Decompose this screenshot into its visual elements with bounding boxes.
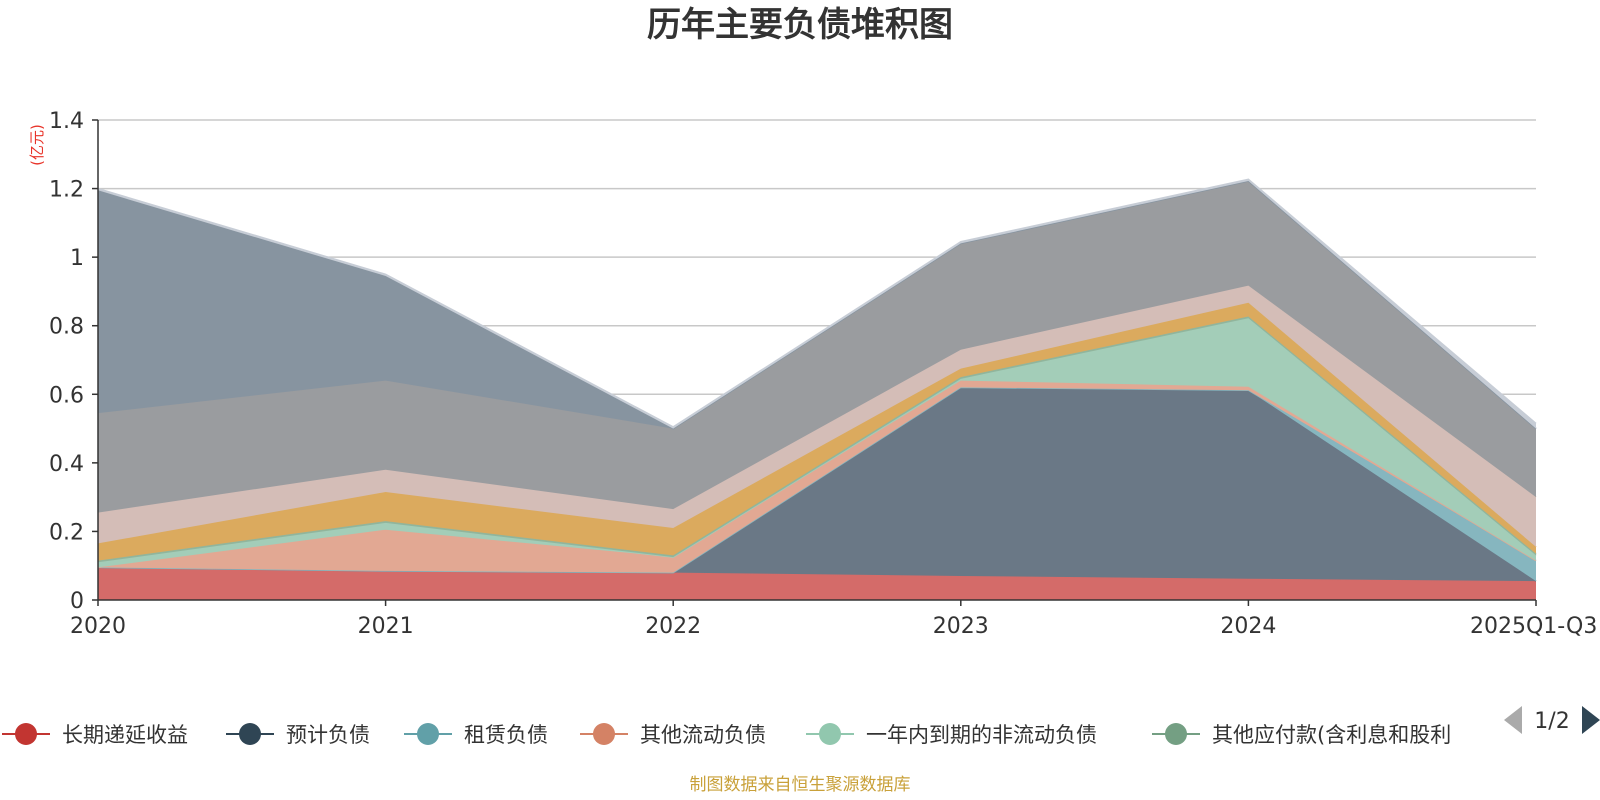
legend: 长期递延收益 预计负债 租赁负债 其他流动负债 一年内到期的非流动负债 其他应付款(含利息… bbox=[2, 723, 1451, 747]
area-series-11-edge bbox=[97, 178, 1537, 428]
x-tick-label: 2021 bbox=[358, 614, 414, 639]
area-series-8 bbox=[98, 285, 1536, 547]
legend-label: 一年内到期的非流动负债 bbox=[866, 723, 1097, 747]
legend-item[interactable]: 其他应付款(含利息和股利 bbox=[1152, 723, 1451, 747]
area-series-9 bbox=[98, 181, 1536, 513]
legend-marker-icon bbox=[15, 723, 37, 745]
x-tick-label: 2022 bbox=[645, 614, 701, 639]
legend-pager: 1/2 bbox=[1504, 706, 1600, 734]
x-tick-label: 2020 bbox=[70, 614, 126, 639]
legend-page-indicator: 1/2 bbox=[1534, 709, 1569, 734]
y-tick-label: 0 bbox=[70, 589, 84, 614]
legend-marker-icon bbox=[819, 723, 841, 745]
legend-marker-icon bbox=[1165, 723, 1187, 745]
legend-item[interactable]: 其他流动负债 bbox=[580, 723, 766, 747]
area-series-7 bbox=[98, 302, 1536, 561]
y-tick-label: 0.4 bbox=[49, 452, 84, 477]
legend-marker-icon bbox=[239, 723, 261, 745]
legend-label: 其他应付款(含利息和股利 bbox=[1212, 723, 1451, 747]
y-tick-label: 1.4 bbox=[49, 109, 84, 134]
legend-label: 预计负债 bbox=[286, 723, 370, 747]
legend-item[interactable]: 长期递延收益 bbox=[2, 723, 188, 747]
legend-prev-page-icon[interactable] bbox=[1504, 706, 1522, 734]
area-series-1 bbox=[98, 567, 1536, 600]
x-tick-label: 2024 bbox=[1220, 614, 1276, 639]
chart-title: 历年主要负债堆积图 bbox=[647, 5, 953, 45]
legend-label: 租赁负债 bbox=[464, 723, 548, 747]
x-tick-label: 2025Q1-Q3 bbox=[1470, 614, 1597, 639]
axes: 0 0.2 0.4 0.6 0.8 1 1.2 1.4 2020 2021 2022 2023 2024… bbox=[49, 109, 1597, 639]
legend-item[interactable]: 预计负债 bbox=[226, 723, 370, 747]
legend-item[interactable]: 一年内到期的非流动负债 bbox=[806, 723, 1097, 747]
area-series-layer bbox=[97, 178, 1537, 600]
y-tick-label: 0.8 bbox=[49, 315, 84, 340]
x-tick-label: 2023 bbox=[933, 614, 989, 639]
area-series-10 bbox=[98, 181, 1536, 429]
area-series-5 bbox=[98, 318, 1536, 568]
legend-item[interactable]: 租赁负债 bbox=[404, 723, 548, 747]
y-tick-label: 1.2 bbox=[49, 178, 84, 203]
y-tick-label: 0.6 bbox=[49, 383, 84, 408]
legend-label: 其他流动负债 bbox=[640, 723, 766, 747]
y-axis-unit: (亿元) bbox=[28, 124, 46, 166]
legend-label: 长期递延收益 bbox=[62, 723, 188, 747]
legend-marker-icon bbox=[593, 723, 615, 745]
data-source-note: 制图数据来自恒生聚源数据库 bbox=[690, 775, 911, 795]
y-tick-label: 0.2 bbox=[49, 520, 84, 545]
legend-next-page-icon[interactable] bbox=[1582, 706, 1600, 734]
area-series-2 bbox=[98, 387, 1536, 582]
legend-marker-icon bbox=[417, 723, 439, 745]
area-series-4 bbox=[98, 380, 1536, 573]
y-tick-label: 1 bbox=[70, 246, 84, 271]
